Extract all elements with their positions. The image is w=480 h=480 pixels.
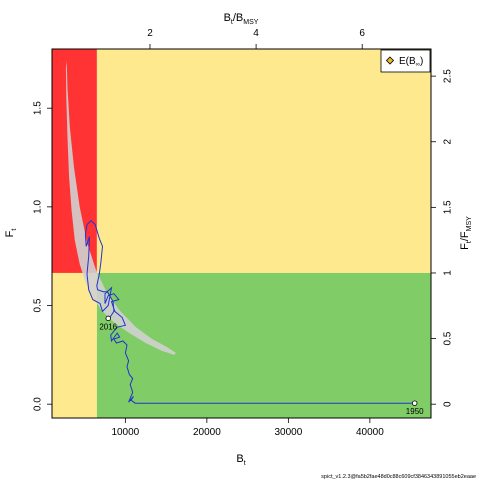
start-year-label: 1950 (406, 407, 424, 416)
y-tick-label: 1.0 (33, 199, 44, 213)
end-point (105, 315, 111, 322)
zone-red (52, 49, 97, 273)
legend: E(B∞) (380, 49, 431, 73)
x-tick-label: 10000 (111, 427, 139, 438)
x-axis-label: Bt (236, 453, 245, 467)
zone-green (96, 272, 432, 418)
right-tick-label: 1 (443, 270, 454, 276)
end-year-label: 2016 (99, 322, 117, 331)
y-tick-label: 0.0 (33, 397, 44, 411)
x-tick-label: 30000 (274, 427, 302, 438)
right-tick-label: 0.5 (443, 331, 454, 345)
legend-box (380, 49, 431, 73)
top-tick-label: 2 (147, 28, 153, 39)
year-labels: 1950 2016 (99, 315, 424, 416)
zone-yellow-upper (96, 49, 432, 273)
status-zones (52, 49, 432, 418)
x-tick-label: 40000 (356, 427, 384, 438)
right-tick-label: 0 (443, 401, 454, 407)
right-tick-label: 1.5 (443, 200, 454, 214)
confidence-region (65, 60, 176, 355)
right-axis-label: Ft/FMSY (459, 216, 473, 250)
legend-label: E(B∞) (399, 56, 423, 68)
x-tick-label: 20000 (193, 427, 221, 438)
trajectory-line (84, 220, 415, 404)
version-footer: spict_v1.2.3@fa5b2fae48d0c88c609cf384634… (321, 474, 476, 480)
top-tick-label: 4 (253, 28, 259, 39)
y-tick-label: 0.5 (33, 298, 44, 312)
zone-yellow-lower (52, 272, 97, 418)
start-point (411, 400, 418, 406)
y-tick-label: 1.5 (33, 101, 44, 115)
legend-diamond-icon (385, 56, 395, 65)
plot-frame (51, 48, 432, 419)
biomass-fishing-trajectory (84, 220, 415, 404)
top-axis-label: Bt/BMSY (224, 12, 259, 26)
x-axis-ticks: 10000 20000 30000 40000 (111, 418, 384, 438)
top-axis-ticks: 2 4 6 (147, 28, 365, 49)
right-tick-label: 2 (443, 139, 454, 145)
right-tick-label: 2.5 (443, 69, 454, 83)
right-axis-ticks: 0 0.5 1 1.5 2 2.5 (431, 69, 454, 407)
confidence-ellipse (65, 60, 176, 355)
y-axis-ticks: 0.0 0.5 1.0 1.5 (33, 101, 52, 411)
top-tick-label: 6 (359, 28, 365, 39)
y-axis-label: Ft (4, 229, 18, 238)
